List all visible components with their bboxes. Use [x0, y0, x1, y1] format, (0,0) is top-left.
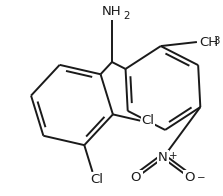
- Text: +: +: [169, 151, 178, 161]
- Text: CH: CH: [199, 35, 218, 49]
- Text: N: N: [158, 152, 168, 164]
- Text: Cl: Cl: [91, 173, 103, 186]
- Text: 2: 2: [123, 11, 129, 21]
- Text: O: O: [185, 172, 195, 184]
- Text: 3: 3: [213, 36, 219, 46]
- Text: −: −: [197, 173, 206, 183]
- Text: Cl: Cl: [141, 114, 154, 127]
- Text: O: O: [131, 172, 141, 184]
- Text: NH: NH: [102, 5, 122, 18]
